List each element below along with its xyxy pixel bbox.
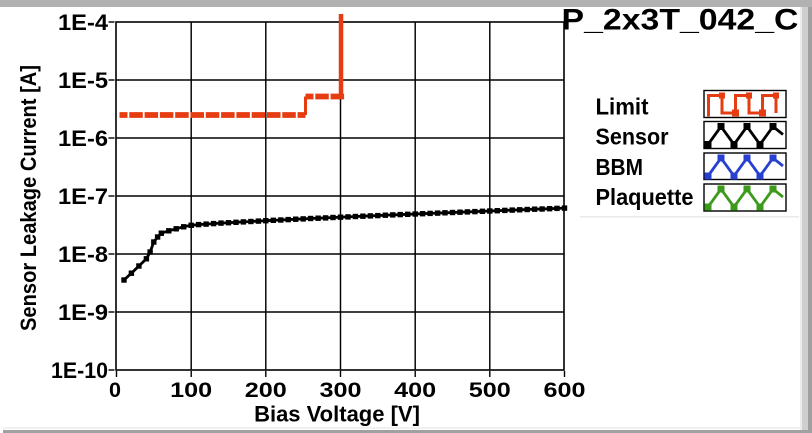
- svg-text:Sensor: Sensor: [596, 124, 669, 150]
- svg-text:600: 600: [544, 378, 586, 402]
- svg-text:Bias Voltage [V]: Bias Voltage [V]: [254, 402, 420, 427]
- svg-text:P_2x3T_042_C: P_2x3T_042_C: [562, 4, 799, 37]
- svg-text:1E-4: 1E-4: [58, 10, 109, 35]
- svg-text:200: 200: [245, 378, 287, 402]
- svg-text:300: 300: [320, 378, 362, 402]
- svg-text:500: 500: [469, 378, 511, 402]
- svg-text:BBM: BBM: [596, 154, 644, 180]
- svg-text:1E-9: 1E-9: [58, 300, 108, 325]
- svg-text:0: 0: [109, 378, 121, 402]
- svg-text:1E-8: 1E-8: [58, 242, 108, 267]
- svg-text:Plaquette: Plaquette: [596, 184, 694, 210]
- svg-text:400: 400: [394, 378, 436, 402]
- svg-text:100: 100: [170, 378, 212, 402]
- svg-text:1E-6: 1E-6: [58, 126, 108, 151]
- svg-text:Limit: Limit: [596, 93, 649, 119]
- svg-text:1E-5: 1E-5: [58, 68, 108, 93]
- svg-text:1E-10: 1E-10: [51, 358, 108, 383]
- svg-text:1E-7: 1E-7: [58, 184, 108, 209]
- svg-text:Sensor Leakage Current [A]: Sensor Leakage Current [A]: [16, 65, 41, 331]
